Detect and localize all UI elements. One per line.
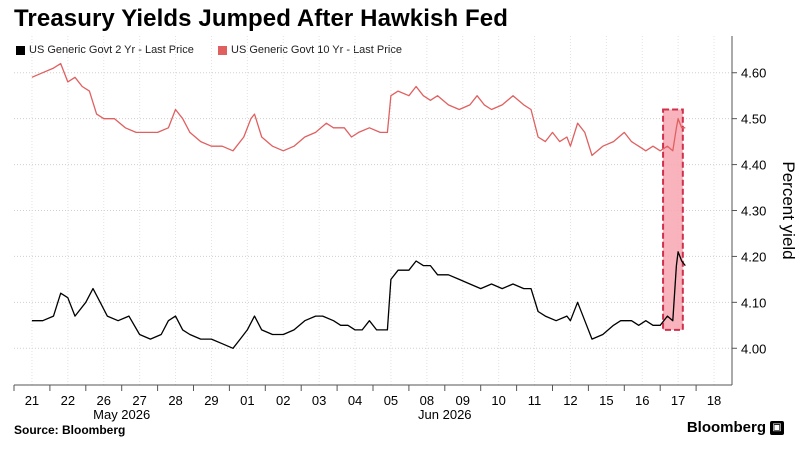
legend-label-10yr: US Generic Govt 10 Yr - Last Price <box>231 44 402 56</box>
x-tick-label: 16 <box>635 393 649 408</box>
brand-logo: Bloomberg ▣ <box>687 419 784 436</box>
x-tick-label: 10 <box>491 393 505 408</box>
legend-swatch-10yr-icon <box>218 45 227 55</box>
y-tick-label: 4.20 <box>741 249 766 264</box>
x-tick-label: 17 <box>671 393 685 408</box>
y-tick-label: 4.50 <box>741 112 766 127</box>
y-tick-label: 4.10 <box>741 295 766 310</box>
series-line-2yr <box>31 251 686 349</box>
x-tick-label: 18 <box>707 393 721 408</box>
chart-title: Treasury Yields Jumped After Hawkish Fed <box>14 5 508 32</box>
legend-item-2yr: US Generic Govt 2 Yr - Last Price <box>16 44 194 56</box>
x-tick-label: 05 <box>384 393 398 408</box>
x-tick-label: 22 <box>61 393 75 408</box>
x-tick-label: 15 <box>599 393 613 408</box>
source-note: Source: Bloomberg <box>14 423 126 437</box>
x-tick-label: 29 <box>204 393 218 408</box>
month-label: May 2026 <box>93 407 150 422</box>
x-tick-label: 26 <box>97 393 111 408</box>
x-tick-label: 21 <box>25 393 39 408</box>
x-tick-label: 03 <box>312 393 326 408</box>
x-tick-label: 01 <box>240 393 254 408</box>
x-tick-label: 11 <box>528 393 542 408</box>
x-tick-label: 08 <box>420 393 434 408</box>
x-tick-label: 28 <box>168 393 182 408</box>
y-tick-label: 4.00 <box>741 341 766 356</box>
y-tick-label: 4.60 <box>741 66 766 81</box>
brand-wordmark: Bloomberg <box>686 419 766 436</box>
legend-label-2yr: US Generic Govt 2 Yr - Last Price <box>29 44 194 56</box>
x-tick-label: 27 <box>132 393 146 408</box>
x-tick-label: 09 <box>456 393 470 408</box>
y-axis-label: Percent yield <box>779 161 798 259</box>
y-tick-label: 4.40 <box>741 158 766 173</box>
x-tick-label: 02 <box>276 393 290 408</box>
month-label: Jun 2026 <box>418 407 472 422</box>
brand-terminal-icon: ▣ <box>770 420 784 435</box>
legend-item-10yr: US Generic Govt 10 Yr - Last Price <box>218 44 402 56</box>
x-tick-label: 04 <box>348 393 362 408</box>
y-tick-label: 4.30 <box>741 204 766 219</box>
highlight-box <box>662 108 684 331</box>
x-tick-label: 12 <box>563 393 577 408</box>
legend-swatch-2yr-icon <box>16 45 25 55</box>
series-line-10yr <box>31 62 686 157</box>
